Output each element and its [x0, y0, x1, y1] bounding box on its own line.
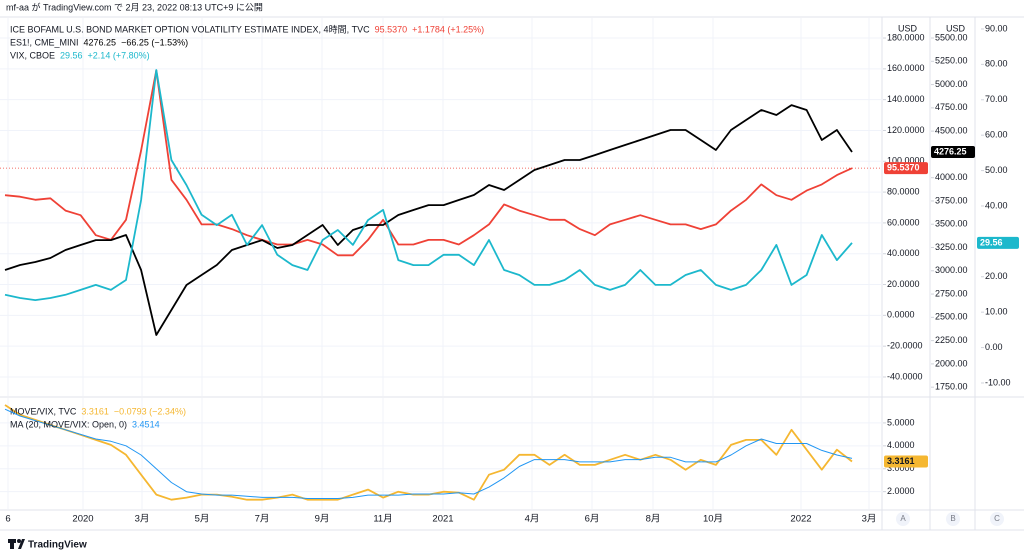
axis-button-label: C — [994, 514, 1000, 523]
y-tick-label: 100.0000 — [887, 156, 925, 166]
y-tick-label: 5500.00 — [935, 32, 968, 42]
y-tick-label: 20.00 — [985, 271, 1008, 281]
y-tick-label: -40.0000 — [887, 371, 923, 381]
x-tick-label: 3月 — [862, 514, 877, 525]
series-line — [4, 404, 853, 501]
series-line — [4, 69, 853, 257]
y-tick-label: 180.0000 — [887, 32, 925, 42]
last-price-tag — [884, 455, 928, 468]
axis-button — [896, 512, 910, 526]
x-tick-label: 10月 — [703, 514, 723, 525]
y-tick-label: 5000.00 — [935, 79, 968, 89]
y-tick-label: 4.0000 — [887, 440, 915, 450]
y-tick-label: 4750.00 — [935, 102, 968, 112]
x-tick-label: 6 — [5, 514, 10, 525]
legend-text: 3.4514 — [132, 419, 160, 429]
legend-text: −0.0793 (−2.34%) — [114, 406, 186, 416]
footer: TradingView — [28, 540, 87, 551]
legend-text: 95.5370 — [375, 24, 408, 34]
y-tick-label: 10.00 — [985, 307, 1008, 317]
series-line — [4, 408, 853, 499]
y-tick-label: 120.0000 — [887, 125, 925, 135]
y-tick-label: 4500.00 — [935, 126, 968, 136]
x-tick-label: 2020 — [72, 514, 93, 525]
last-price-label: 4276.25 — [934, 146, 967, 156]
last-price-label: 95.5370 — [887, 163, 920, 173]
y-tick-label: 40.0000 — [887, 248, 920, 258]
last-price-tag — [977, 236, 1019, 249]
x-tick-label: 2021 — [432, 514, 453, 525]
series-line — [4, 104, 853, 336]
y-tick-label: 2.0000 — [887, 486, 915, 496]
y-tick-label: 5250.00 — [935, 56, 968, 66]
x-tick-label: 11月 — [373, 514, 392, 525]
legend-text: +1.1784 (+1.25%) — [412, 24, 484, 34]
y-tick-label: 160.0000 — [887, 63, 925, 73]
y-tick-label: 60.0000 — [887, 217, 920, 227]
y-tick-label: 90.00 — [985, 23, 1008, 33]
legend-text: MOVE/VIX, TVC — [10, 406, 77, 416]
legend-text: ES1!, CME_MINI — [10, 37, 79, 47]
x-tick-label: 3月 — [135, 514, 150, 525]
y-tick-label: 2000.00 — [935, 358, 968, 368]
y-tick-label: 3500.00 — [935, 219, 968, 229]
last-price-tag — [931, 145, 975, 158]
y-tick-label: 80.0000 — [887, 186, 920, 196]
axis-button-label: B — [950, 514, 955, 523]
x-tick-label: 2022 — [790, 514, 811, 525]
y-tick-label: 0.0000 — [887, 310, 915, 320]
footer-logo — [8, 539, 25, 549]
last-price-label: 29.56 — [980, 237, 1003, 247]
y-tick-label: 60.00 — [985, 130, 1008, 140]
y-tick-label: 5.0000 — [887, 417, 915, 427]
y-tick-label: 4000.00 — [935, 172, 968, 182]
last-price-tag — [884, 162, 928, 175]
legend-text: VIX, CBOE — [10, 50, 55, 60]
y-tick-label: 2250.00 — [935, 335, 968, 345]
y-tick-label: -20.0000 — [887, 341, 923, 351]
legend-text: −66.25 (−1.53%) — [121, 37, 188, 47]
axis-unit: USD — [898, 23, 918, 33]
header: mf-aa が TradingView.com で 2月 23, 2022 08… — [6, 1, 263, 12]
y-tick-label: -10.00 — [985, 377, 1011, 387]
legend-text: 4276.25 — [84, 37, 117, 47]
legend-text: 3.3161 — [81, 406, 109, 416]
x-tick-label: 4月 — [525, 514, 540, 525]
y-tick-label: 140.0000 — [887, 94, 925, 104]
y-tick-label: 40.00 — [985, 200, 1008, 210]
series-line — [4, 69, 853, 301]
last-price-label: 3.3161 — [887, 456, 915, 466]
x-tick-label: 5月 — [195, 514, 210, 525]
axis-button — [990, 512, 1004, 526]
legend-text: 29.56 — [60, 50, 83, 60]
legend-text: +2.14 (+7.80%) — [88, 50, 150, 60]
y-tick-label: 3750.00 — [935, 195, 968, 205]
x-tick-label: 6月 — [585, 514, 600, 525]
y-tick-label: 70.00 — [985, 94, 1008, 104]
x-tick-label: 9月 — [315, 514, 330, 525]
y-tick-label: 0.00 — [985, 342, 1003, 352]
y-tick-label: 2500.00 — [935, 312, 968, 322]
y-tick-label: 3.0000 — [887, 463, 915, 473]
y-tick-label: 20.0000 — [887, 279, 920, 289]
axis-button-label: A — [900, 514, 906, 523]
y-tick-label: 3000.00 — [935, 265, 968, 275]
y-tick-label: 80.00 — [985, 59, 1008, 69]
legend-text: ICE BOFAML U.S. BOND MARKET OPTION VOLAT… — [10, 24, 370, 34]
legend-text: MA (20, MOVE/VIX: Open, 0) — [10, 419, 127, 429]
x-tick-label: 7月 — [255, 514, 270, 525]
axis-button — [946, 512, 960, 526]
axis-unit: USD — [946, 23, 966, 33]
y-tick-label: 1750.00 — [935, 382, 968, 392]
y-tick-label: 3250.00 — [935, 242, 968, 252]
y-tick-label: 2750.00 — [935, 288, 968, 298]
y-tick-label: 50.00 — [985, 165, 1008, 175]
x-tick-label: 8月 — [646, 514, 661, 525]
